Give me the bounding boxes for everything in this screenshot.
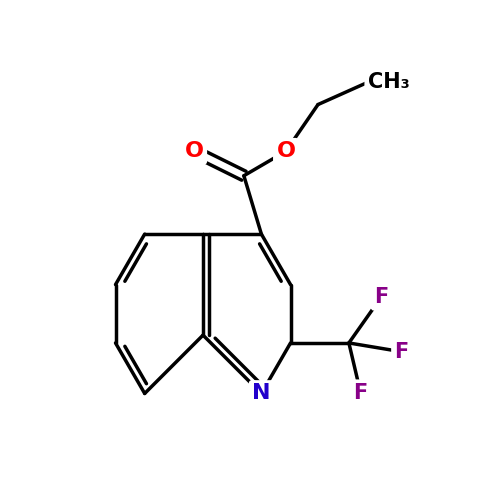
Text: CH₃: CH₃ bbox=[368, 72, 410, 92]
Text: O: O bbox=[276, 141, 295, 161]
Text: F: F bbox=[374, 288, 388, 308]
Text: N: N bbox=[252, 384, 270, 404]
Text: O: O bbox=[185, 141, 204, 161]
Text: F: F bbox=[354, 382, 368, 402]
Text: F: F bbox=[394, 342, 408, 361]
